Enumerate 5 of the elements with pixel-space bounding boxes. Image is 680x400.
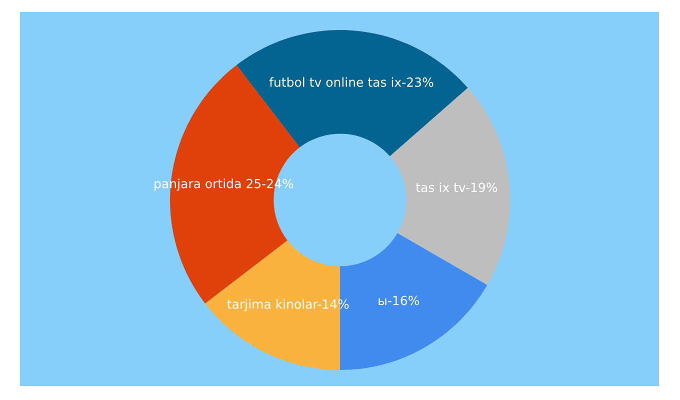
slice-label: ы-16%: [378, 296, 420, 306]
slice-label: futbol tv online tas ix-23%: [269, 77, 434, 87]
donut-slice: [236, 30, 468, 156]
donut-slice: [390, 88, 510, 285]
slice-label: tas ix tv-19%: [416, 182, 498, 192]
